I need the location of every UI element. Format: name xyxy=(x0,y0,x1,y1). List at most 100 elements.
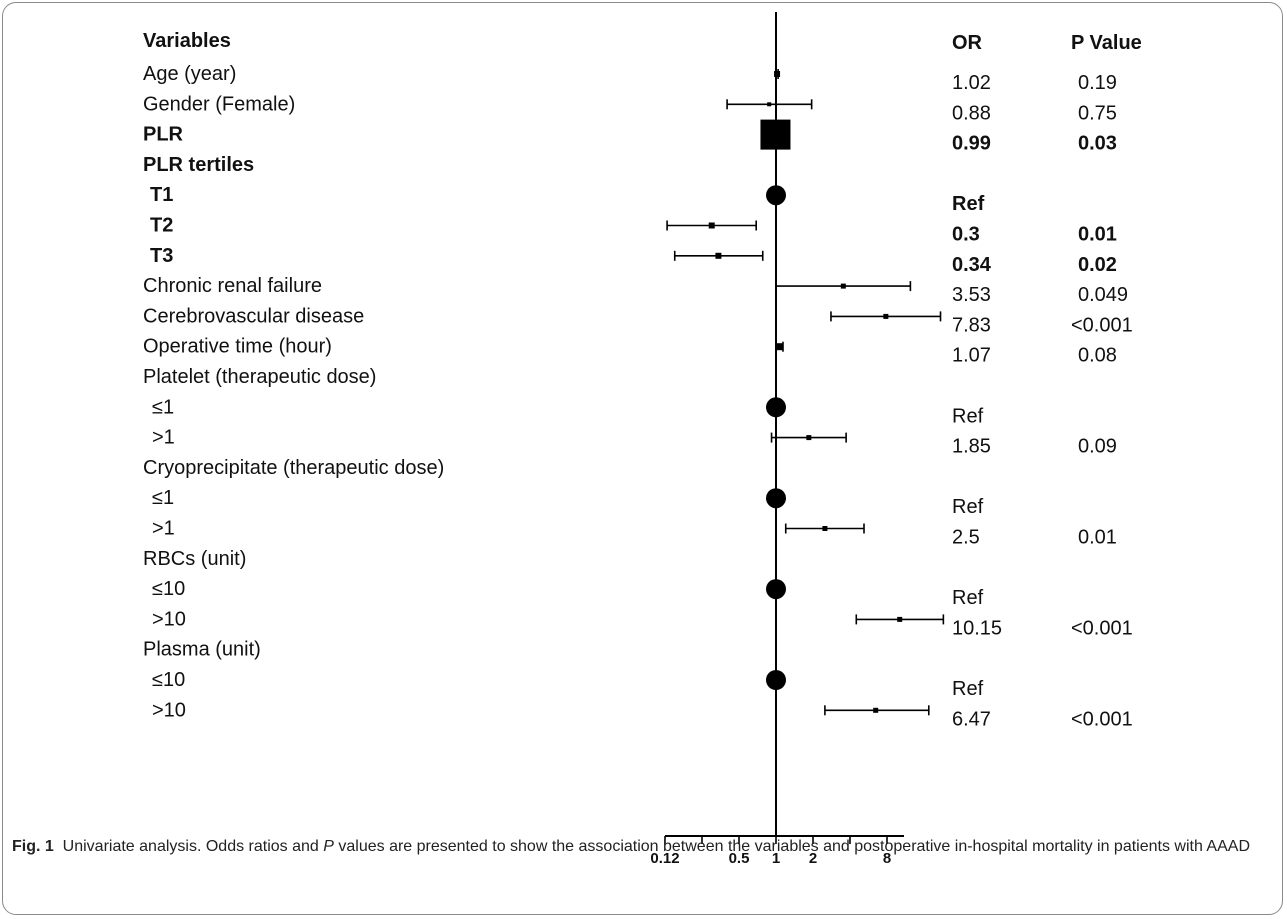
forest-row: >10 6.47 <0.001 xyxy=(152,699,1133,730)
row-label: >10 xyxy=(152,699,186,721)
row-label: Chronic renal failure xyxy=(143,275,322,297)
x-axis: 0.12 0.5 1 2 8 xyxy=(650,835,904,867)
x-tick-label: 8 xyxy=(883,850,891,867)
odds-ratio-value: 10.15 xyxy=(952,617,1002,639)
header-variables: Variables xyxy=(143,30,231,52)
p-value: <0.001 xyxy=(1071,708,1133,730)
forest-row: Gender (Female) 0.88 0.75 xyxy=(143,93,1117,124)
odds-ratio-marker xyxy=(806,435,812,441)
forest-row: Operative time (hour) 1.07 0.08 xyxy=(143,336,1117,367)
row-label: Gender (Female) xyxy=(143,93,295,115)
forest-row: Chronic renal failure 3.53 0.049 xyxy=(143,275,1128,306)
p-value: 0.08 xyxy=(1078,345,1117,367)
forest-row: ≤10 Ref xyxy=(152,578,984,609)
forest-row: T1 Ref xyxy=(150,184,985,215)
odds-ratio-marker xyxy=(840,283,846,289)
forest-row: T3 0.34 0.02 xyxy=(150,245,1117,276)
p-value: 0.75 xyxy=(1078,102,1117,124)
forest-row: T2 0.3 0.01 xyxy=(150,215,1117,246)
odds-ratio-marker xyxy=(897,616,903,622)
header-p-value: P Value xyxy=(1071,32,1142,54)
p-value: 0.19 xyxy=(1078,72,1117,94)
row-label: ≤1 xyxy=(152,396,174,418)
reference-marker xyxy=(766,397,786,418)
odds-ratio-value: 0.34 xyxy=(952,254,992,276)
odds-ratio-marker xyxy=(715,252,722,259)
row-label: Platelet (therapeutic dose) xyxy=(143,366,376,388)
reference-marker xyxy=(766,185,786,206)
figure-caption: Fig. 1 Univariate analysis. Odds ratios … xyxy=(12,836,1262,858)
x-tick-label: 2 xyxy=(809,850,817,867)
odds-ratio-marker xyxy=(774,71,781,77)
forest-row: PLR 0.99 0.03 xyxy=(143,119,1117,155)
row-label: ≤1 xyxy=(152,487,174,509)
p-value: 0.01 xyxy=(1078,527,1117,549)
p-value: 0.01 xyxy=(1078,224,1117,246)
odds-ratio-marker xyxy=(760,119,791,150)
caption-p-letter: P xyxy=(323,838,334,855)
odds-ratio-marker xyxy=(873,707,879,713)
odds-ratio-value: 1.02 xyxy=(952,72,991,94)
forest-rows: Age (year) 1.02 0.19 Gender (Female) 0.88 0.7… xyxy=(143,12,1133,836)
p-value: <0.001 xyxy=(1071,314,1133,336)
forest-row: Cryoprecipitate (therapeutic dose) xyxy=(143,457,444,479)
row-label: Cerebrovascular disease xyxy=(143,305,364,327)
row-label: Operative time (hour) xyxy=(143,336,332,358)
p-value: <0.001 xyxy=(1071,617,1133,639)
odds-ratio-value: 3.53 xyxy=(952,284,991,306)
reference-marker xyxy=(766,670,786,690)
row-label: >10 xyxy=(152,608,186,630)
forest-row: Platelet (therapeutic dose) xyxy=(143,366,376,388)
odds-ratio-marker xyxy=(822,526,828,531)
p-value: 0.049 xyxy=(1078,284,1128,306)
row-label: T3 xyxy=(150,245,173,267)
row-label: >1 xyxy=(152,518,175,540)
x-tick-label: 0.5 xyxy=(729,850,750,867)
row-label: >1 xyxy=(152,427,175,449)
row-label: Cryoprecipitate (therapeutic dose) xyxy=(143,457,444,479)
odds-ratio-value: 6.47 xyxy=(952,708,991,730)
odds-ratio-value: 0.88 xyxy=(952,102,991,124)
odds-ratio-value: 1.85 xyxy=(952,436,991,458)
forest-row: >1 2.5 0.01 xyxy=(152,518,1117,549)
figure-label: Fig. 1 xyxy=(12,838,54,855)
forest-row: Age (year) 1.02 0.19 xyxy=(143,63,1117,94)
row-label: T1 xyxy=(150,184,173,206)
forest-row: ≤1 Ref xyxy=(152,487,984,518)
odds-ratio-value: 1.07 xyxy=(952,345,991,367)
x-tick-label: 1 xyxy=(772,850,780,867)
odds-ratio-value: 2.5 xyxy=(952,527,980,549)
p-value: 0.02 xyxy=(1078,254,1117,276)
odds-ratio-value: Ref xyxy=(952,587,984,609)
odds-ratio-marker xyxy=(776,343,784,351)
odds-ratio-value: Ref xyxy=(952,193,985,215)
row-label: ≤10 xyxy=(152,669,185,691)
p-value: 0.03 xyxy=(1078,133,1117,155)
column-headers: Variables OR P Value xyxy=(143,30,1142,54)
row-label: Age (year) xyxy=(143,63,236,85)
row-label: PLR tertiles xyxy=(143,154,254,176)
row-label: ≤10 xyxy=(152,578,185,600)
p-value: 0.09 xyxy=(1078,436,1117,458)
forest-row: RBCs (unit) xyxy=(143,548,246,570)
odds-ratio-value: 7.83 xyxy=(952,314,991,336)
odds-ratio-value: 0.99 xyxy=(952,133,991,155)
caption-text-1: Univariate analysis. Odds ratios and xyxy=(62,838,324,855)
forest-row: PLR tertiles xyxy=(143,154,254,176)
row-label: PLR xyxy=(143,124,184,146)
odds-ratio-marker xyxy=(708,222,715,229)
forest-row: Plasma (unit) xyxy=(143,639,261,661)
odds-ratio-marker xyxy=(883,313,889,319)
x-tick-label: 0.12 xyxy=(650,850,679,867)
forest-row: >1 1.85 0.09 xyxy=(152,427,1117,458)
forest-row: ≤1 Ref xyxy=(152,396,984,427)
row-label: RBCs (unit) xyxy=(143,548,246,570)
reference-marker xyxy=(766,579,786,600)
forest-row: Cerebrovascular disease 7.83 <0.001 xyxy=(143,305,1133,336)
forest-row: ≤10 Ref xyxy=(152,669,984,700)
row-label: T2 xyxy=(150,215,173,237)
header-or: OR xyxy=(952,32,983,54)
odds-ratio-value: Ref xyxy=(952,496,984,518)
odds-ratio-value: Ref xyxy=(952,405,984,427)
